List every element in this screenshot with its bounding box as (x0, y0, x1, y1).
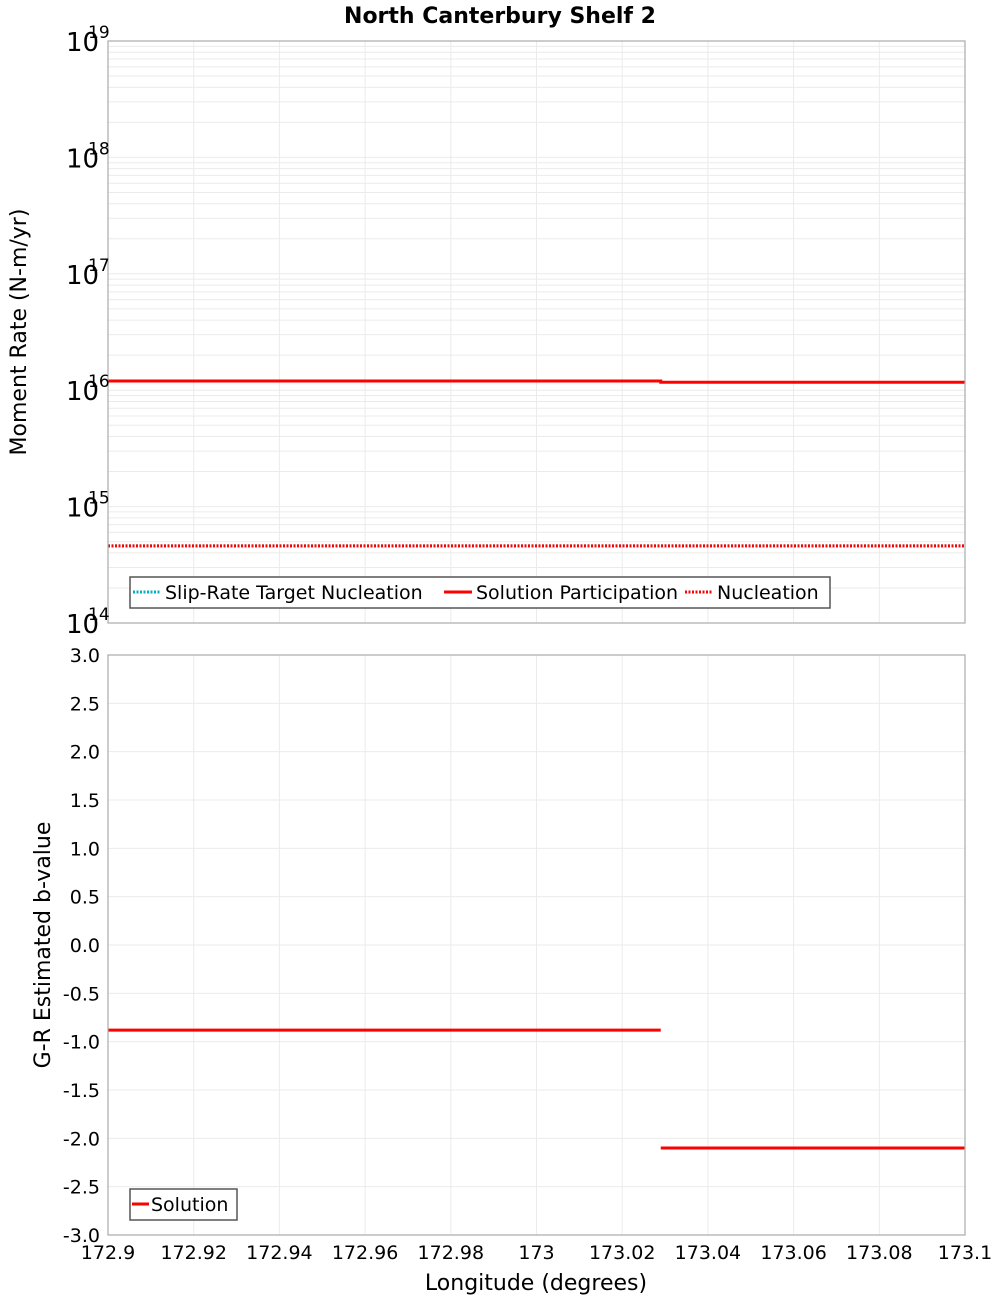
y-tick-label: -3.0 (63, 1225, 100, 1247)
legend-label: Solution Participation (476, 582, 678, 604)
y-tick-label: 0.0 (70, 935, 100, 957)
y-tick-label: 1.5 (70, 790, 100, 812)
svg-text:19: 19 (88, 23, 110, 43)
y-tick-label: 3.0 (70, 645, 100, 667)
y-tick-label: 0.5 (70, 887, 100, 909)
bottom-y-axis-label: G-R Estimated b-value (31, 822, 56, 1069)
top-legend: Slip-Rate Target Nucleation Solution Part… (129, 576, 831, 609)
x-axis-label: Longitude (degrees) (425, 1271, 647, 1296)
x-tick-label: 173.04 (675, 1242, 741, 1264)
top-y-axis-label: Moment Rate (N-m/yr) (7, 209, 32, 456)
x-tick-label: 173.06 (760, 1242, 826, 1264)
svg-text:10: 10 (66, 28, 99, 58)
x-tick-label: 173.1 (938, 1242, 992, 1264)
top-plot-frame (107, 40, 966, 624)
svg-text:18: 18 (88, 139, 110, 159)
bottom-plot-panel: 3.0 2.5 2.0 1.5 1.0 0.5 0.0 -0.5 -1.0 -1.5 -2.0 -2.… (63, 645, 992, 1264)
svg-text:15: 15 (88, 489, 110, 509)
svg-text:10: 10 (66, 261, 99, 291)
svg-text:16: 16 (88, 372, 110, 392)
svg-text:17: 17 (88, 256, 110, 276)
bottom-legend: Solution (129, 1188, 238, 1221)
svg-text:10: 10 (66, 144, 99, 174)
y-tick-label: 2.0 (70, 742, 100, 764)
x-tick-label: 173.08 (846, 1242, 912, 1264)
y-tick-label: 1.0 (70, 838, 100, 860)
legend-label: Slip-Rate Target Nucleation (165, 582, 423, 604)
x-tick-label: 172.96 (332, 1242, 398, 1264)
y-tick-label: -2.0 (63, 1128, 100, 1150)
series-line-1 (108, 379, 965, 384)
svg-text:14: 14 (88, 605, 110, 625)
svg-text:10: 10 (66, 494, 99, 524)
x-tick-label: 172.92 (160, 1242, 226, 1264)
x-tick-label: 172.98 (418, 1242, 484, 1264)
x-tick-label: 173 (518, 1242, 554, 1264)
chart-title: North Canterbury Shelf 2 (344, 4, 656, 29)
legend-label: Nucleation (717, 582, 819, 604)
y-tick-label: -1.0 (63, 1032, 100, 1054)
bottom-plot-frame (107, 654, 966, 1236)
y-tick-label: -0.5 (63, 983, 100, 1005)
y-tick-label: -1.5 (63, 1080, 100, 1102)
x-tick-label: 172.9 (81, 1242, 135, 1264)
legend-label: Solution (151, 1194, 228, 1216)
svg-text:10: 10 (66, 610, 99, 640)
x-tick-label: 172.94 (246, 1242, 312, 1264)
y-tick-label: 2.5 (70, 693, 100, 715)
y-tick-label: -2.5 (63, 1177, 100, 1199)
svg-text:10: 10 (66, 377, 99, 407)
x-tick-label: 173.02 (589, 1242, 655, 1264)
